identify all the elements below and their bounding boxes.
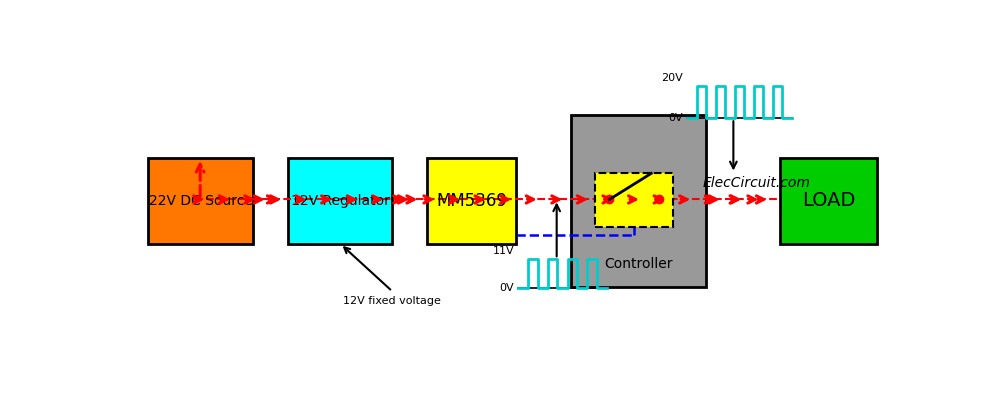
FancyBboxPatch shape <box>427 158 516 244</box>
FancyBboxPatch shape <box>288 158 392 244</box>
FancyBboxPatch shape <box>595 174 673 227</box>
FancyBboxPatch shape <box>780 158 877 244</box>
Text: MM5369: MM5369 <box>436 192 507 210</box>
Text: 0V: 0V <box>499 283 514 293</box>
FancyBboxPatch shape <box>571 115 706 287</box>
Text: ElecCircuit.com: ElecCircuit.com <box>703 176 811 189</box>
Text: 20V: 20V <box>661 73 683 83</box>
Text: 11V: 11V <box>492 246 514 256</box>
Text: Controller: Controller <box>604 257 673 271</box>
Text: 12V fixed voltage: 12V fixed voltage <box>343 296 441 306</box>
Text: LOAD: LOAD <box>802 191 855 211</box>
Text: 22V DC Source: 22V DC Source <box>149 194 252 208</box>
FancyBboxPatch shape <box>148 158 253 244</box>
Text: 12V Regulator: 12V Regulator <box>291 194 390 208</box>
Text: 0V: 0V <box>668 113 683 123</box>
